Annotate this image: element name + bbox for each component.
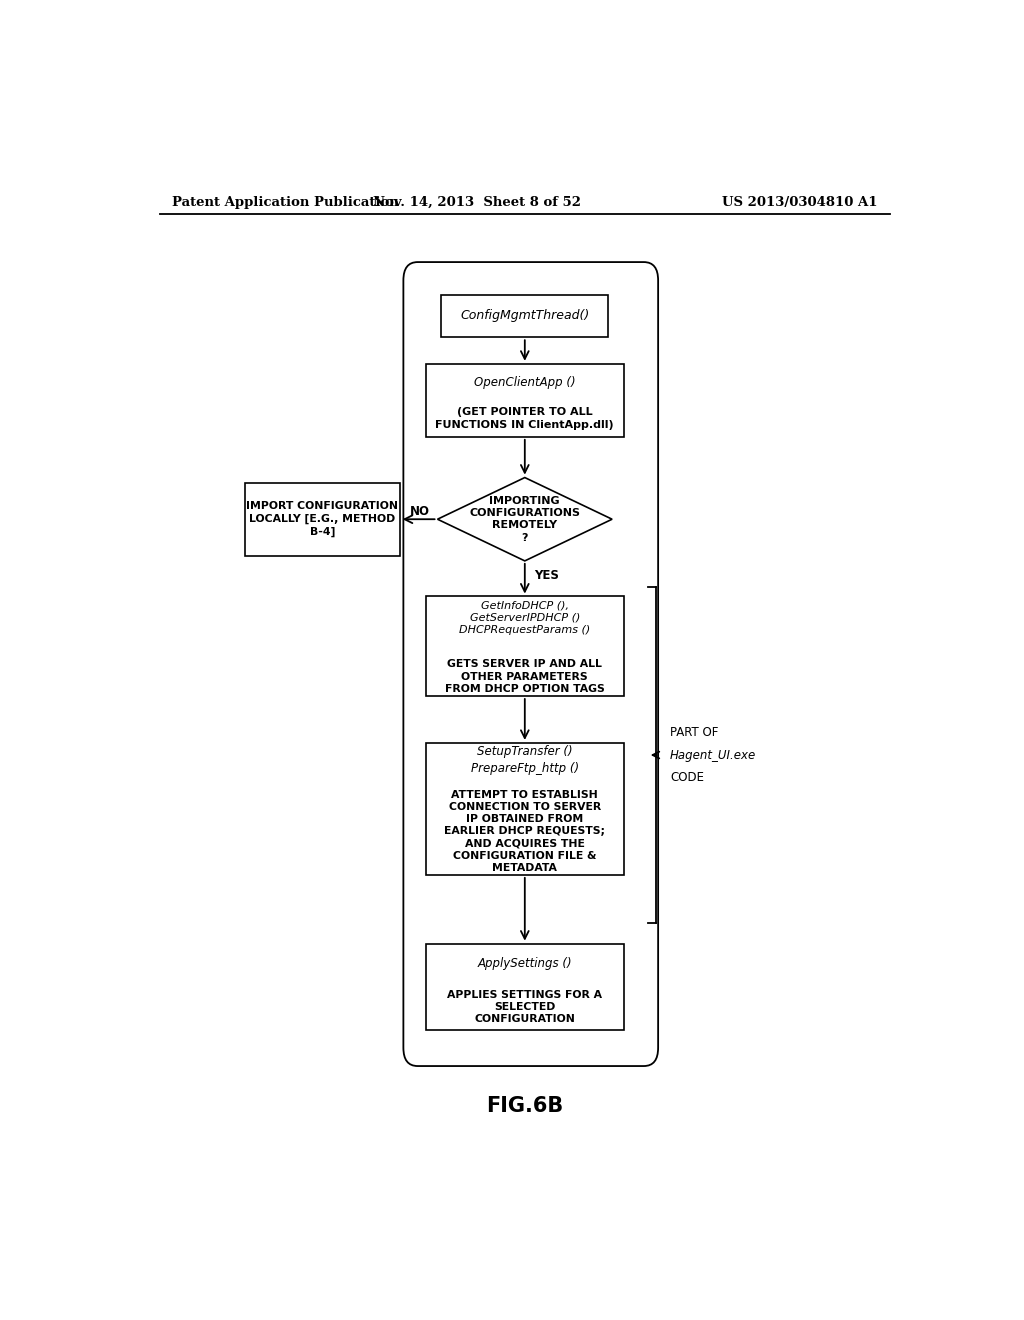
Text: GetInfoDHCP (),
GetServerIPDHCP ()
DHCPRequestParams (): GetInfoDHCP (), GetServerIPDHCP () DHCPR… — [459, 601, 591, 635]
Text: Hagent_UI.exe: Hagent_UI.exe — [670, 748, 757, 762]
Text: ApplySettings (): ApplySettings () — [477, 957, 572, 970]
Text: FIG.6B: FIG.6B — [486, 1096, 563, 1115]
FancyBboxPatch shape — [426, 364, 624, 437]
Polygon shape — [437, 478, 612, 561]
FancyBboxPatch shape — [426, 743, 624, 875]
Text: APPLIES SETTINGS FOR A
SELECTED
CONFIGURATION: APPLIES SETTINGS FOR A SELECTED CONFIGUR… — [447, 990, 602, 1024]
Text: NO: NO — [410, 504, 430, 517]
Text: OpenClientApp (): OpenClientApp () — [474, 375, 575, 388]
Text: ATTEMPT TO ESTABLISH
CONNECTION TO SERVER
IP OBTAINED FROM
EARLIER DHCP REQUESTS: ATTEMPT TO ESTABLISH CONNECTION TO SERVE… — [444, 789, 605, 873]
Text: PART OF: PART OF — [670, 726, 719, 739]
Text: Patent Application Publication: Patent Application Publication — [172, 195, 398, 209]
FancyBboxPatch shape — [441, 294, 608, 338]
Text: IMPORT CONFIGURATION
LOCALLY [E.G., METHOD
B-4]: IMPORT CONFIGURATION LOCALLY [E.G., METH… — [247, 502, 398, 537]
FancyBboxPatch shape — [403, 263, 658, 1067]
Text: YES: YES — [535, 569, 559, 582]
FancyBboxPatch shape — [426, 597, 624, 696]
FancyBboxPatch shape — [245, 483, 399, 556]
Text: ConfigMgmtThread(): ConfigMgmtThread() — [460, 309, 590, 322]
Text: SetupTransfer ()
PrepareFtp_http (): SetupTransfer () PrepareFtp_http () — [471, 746, 579, 775]
Text: Nov. 14, 2013  Sheet 8 of 52: Nov. 14, 2013 Sheet 8 of 52 — [373, 195, 582, 209]
FancyBboxPatch shape — [426, 944, 624, 1030]
Text: CODE: CODE — [670, 771, 705, 784]
Text: US 2013/0304810 A1: US 2013/0304810 A1 — [723, 195, 878, 209]
Text: GETS SERVER IP AND ALL
OTHER PARAMETERS
FROM DHCP OPTION TAGS: GETS SERVER IP AND ALL OTHER PARAMETERS … — [444, 660, 605, 694]
Text: (GET POINTER TO ALL
FUNCTIONS IN ClientApp.dll): (GET POINTER TO ALL FUNCTIONS IN ClientA… — [435, 407, 614, 430]
Text: IMPORTING
CONFIGURATIONS
REMOTELY
?: IMPORTING CONFIGURATIONS REMOTELY ? — [469, 495, 581, 543]
